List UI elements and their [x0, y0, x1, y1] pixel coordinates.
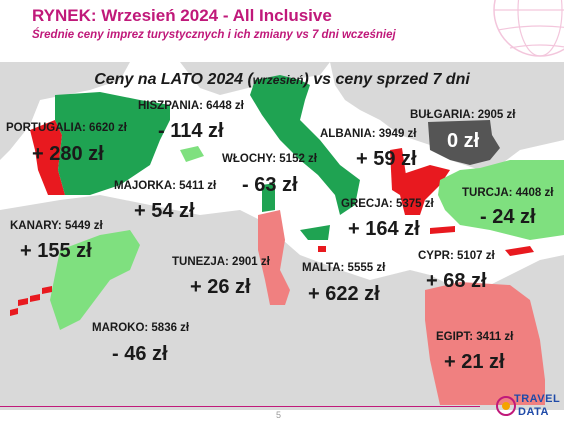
map-heading-part1: Ceny na LATO 2024 (	[94, 71, 253, 88]
map-heading-part3: ) vs ceny sprzed 7 dni	[303, 71, 470, 88]
label-cypr-change: + 68 zł	[426, 270, 487, 292]
label-malta-name: MALTA: 5555 zł	[302, 262, 386, 274]
footer-divider	[0, 406, 480, 407]
label-wlochy-change: - 63 zł	[242, 174, 298, 196]
page-number: 5	[276, 410, 282, 420]
region-sardynia	[262, 183, 275, 212]
region-malta	[318, 246, 326, 252]
label-bulgaria-name: BUŁGARIA: 2905 zł	[410, 109, 516, 121]
label-turcja-change: - 24 zł	[480, 206, 536, 228]
page-title: RYNEK: Wrzesień 2024 - All Inclusive	[32, 6, 332, 25]
region-kreta	[430, 226, 455, 234]
label-turcja-name: TURCJA: 4408 zł	[462, 187, 554, 199]
label-maroko-name: MAROKO: 5836 zł	[92, 322, 190, 334]
map-heading-part2: wrzesień	[252, 73, 304, 87]
label-grecja-change: + 164 zł	[348, 218, 420, 240]
region-maroko	[50, 230, 140, 330]
label-portugalia-name: PORTUGALIA: 6620 zł	[6, 122, 127, 134]
region-hiszpania	[55, 92, 170, 195]
label-majorka-change: + 54 zł	[134, 200, 195, 222]
region-wlochy	[250, 75, 360, 215]
label-malta-change: + 622 zł	[308, 283, 380, 305]
label-cypr-name: CYPR: 5107 zł	[418, 250, 495, 262]
label-kanary-change: + 155 zł	[20, 240, 92, 262]
label-kanary-name: KANARY: 5449 zł	[10, 220, 103, 232]
label-albania-name: ALBANIA: 3949 zł	[320, 128, 417, 140]
label-hiszpania-change: - 114 zł	[158, 120, 224, 142]
travel-data-logo: TRAVEL DATA	[496, 390, 562, 422]
label-wlochy-name: WŁOCHY: 5152 zł	[222, 153, 317, 165]
page-subtitle: Średnie ceny imprez turystycznych i ich …	[32, 29, 396, 41]
label-egipt-change: + 21 zł	[444, 351, 505, 373]
label-majorka-name: MAJORKA: 5411 zł	[114, 180, 217, 192]
region-tunezja	[258, 210, 290, 305]
mediterranean-map	[0, 62, 564, 410]
region-cypr	[505, 246, 534, 256]
label-egipt-name: EGIPT: 3411 zł	[436, 331, 514, 343]
region-portugalia	[30, 120, 65, 195]
logo-line2: DATA	[518, 406, 549, 418]
region-egipt	[425, 282, 545, 405]
label-maroko-change: - 46 zł	[112, 343, 168, 365]
label-albania-change: + 59 zł	[356, 148, 417, 170]
globe-icon	[493, 0, 564, 57]
logo-mark-icon	[496, 396, 516, 416]
label-portugalia-change: + 280 zł	[32, 143, 104, 165]
label-hiszpania-name: HISZPANIA: 6448 zł	[138, 100, 244, 112]
region-kanary	[10, 286, 52, 316]
label-bulgaria-change: 0 zł	[447, 130, 480, 152]
map-heading: Ceny na LATO 2024 (wrzesień) vs ceny spr…	[0, 71, 564, 89]
region-majorka	[180, 146, 204, 162]
label-tunezja-name: TUNEZJA: 2901 zł	[172, 256, 270, 268]
logo-line1: TRAVEL	[514, 393, 561, 405]
region-sycylia	[300, 225, 330, 240]
label-tunezja-change: + 26 zł	[190, 276, 251, 298]
region-bulgaria	[428, 120, 500, 165]
region-grecja	[400, 165, 450, 215]
region-turcja	[438, 160, 564, 240]
label-grecja-name: GRECJA: 5375 zł	[341, 198, 434, 210]
